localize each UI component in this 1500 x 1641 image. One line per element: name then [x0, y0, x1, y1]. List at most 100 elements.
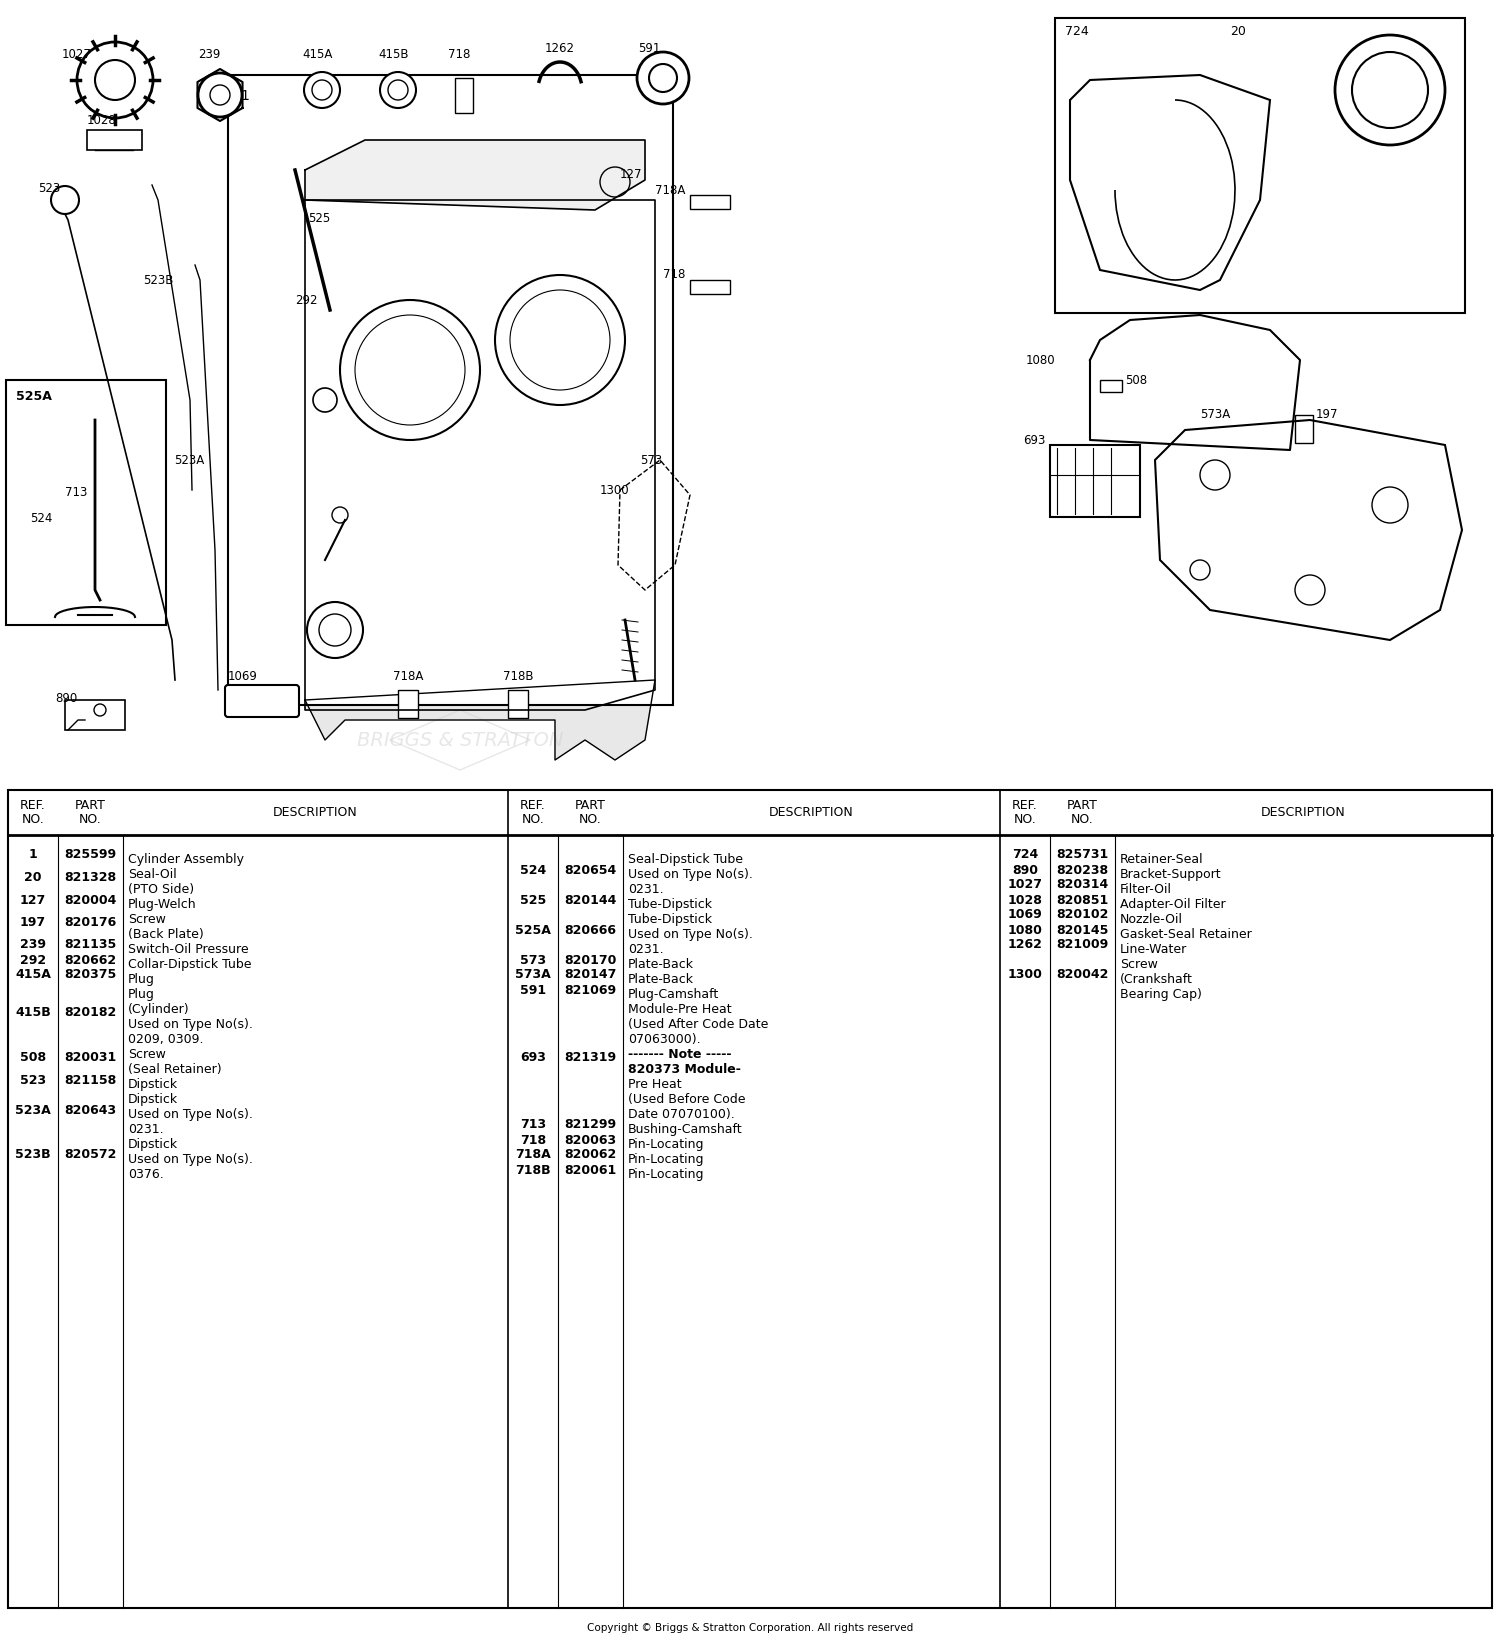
Text: 1028: 1028 — [87, 113, 117, 126]
Bar — [1294, 415, 1312, 443]
Text: 591: 591 — [520, 983, 546, 996]
Text: 525: 525 — [520, 893, 546, 906]
Text: 820102: 820102 — [1056, 909, 1108, 922]
Text: Dipstick: Dipstick — [128, 1093, 178, 1106]
Text: 693: 693 — [1023, 433, 1046, 446]
Text: 1300: 1300 — [600, 484, 630, 497]
Text: 820176: 820176 — [64, 916, 117, 929]
Text: 718A: 718A — [514, 1149, 550, 1162]
Text: 0376.: 0376. — [128, 1168, 164, 1182]
Text: 718A: 718A — [393, 670, 423, 683]
Text: 821299: 821299 — [564, 1119, 616, 1132]
Text: 820144: 820144 — [564, 893, 616, 906]
Text: 820375: 820375 — [64, 968, 117, 981]
Text: 718: 718 — [663, 269, 686, 282]
Text: REF.: REF. — [1013, 799, 1038, 812]
Text: Retainer-Seal: Retainer-Seal — [1120, 853, 1203, 866]
Text: 415B: 415B — [15, 1006, 51, 1019]
Text: 197: 197 — [20, 916, 46, 929]
Text: NO.: NO. — [1014, 812, 1036, 825]
Text: 820031: 820031 — [64, 1050, 117, 1063]
Text: Cylinder Assembly: Cylinder Assembly — [128, 853, 244, 866]
Text: 820654: 820654 — [564, 863, 616, 876]
Polygon shape — [1090, 315, 1300, 450]
Text: 524: 524 — [30, 512, 52, 525]
Text: 820042: 820042 — [1056, 968, 1108, 981]
Text: 820062: 820062 — [564, 1149, 616, 1162]
Text: Copyright © Briggs & Stratton Corporation. All rights reserved: Copyright © Briggs & Stratton Corporatio… — [586, 1623, 914, 1633]
Polygon shape — [304, 679, 656, 760]
Bar — [64, 701, 125, 730]
Text: 523A: 523A — [174, 453, 204, 466]
Text: REF.: REF. — [520, 799, 546, 812]
Text: 820572: 820572 — [64, 1149, 117, 1162]
Text: PART: PART — [574, 799, 606, 812]
Text: NO.: NO. — [522, 812, 544, 825]
Text: 820851: 820851 — [1056, 893, 1108, 906]
Text: 821069: 821069 — [564, 983, 616, 996]
Text: Bushing-Camshaft: Bushing-Camshaft — [628, 1122, 742, 1136]
Text: Bearing Cap): Bearing Cap) — [1120, 988, 1202, 1001]
Text: Plug-Camshaft: Plug-Camshaft — [628, 988, 720, 1001]
Text: 523B: 523B — [142, 274, 174, 287]
Text: (PTO Side): (PTO Side) — [128, 883, 194, 896]
Text: 197: 197 — [1316, 409, 1338, 422]
Text: DESCRIPTION: DESCRIPTION — [770, 806, 853, 819]
Text: 523B: 523B — [15, 1149, 51, 1162]
Text: 0231.: 0231. — [128, 1122, 164, 1136]
Text: Pin-Locating: Pin-Locating — [628, 1137, 705, 1150]
Text: Plug: Plug — [128, 973, 154, 986]
Text: 825599: 825599 — [64, 848, 117, 862]
Text: BRIGGS & STRATTON: BRIGGS & STRATTON — [357, 730, 564, 750]
Text: Bracket-Support: Bracket-Support — [1120, 868, 1221, 881]
Text: Used on Type No(s).: Used on Type No(s). — [128, 1152, 254, 1165]
Text: (Cylinder): (Cylinder) — [128, 1003, 189, 1016]
Text: 0209, 0309.: 0209, 0309. — [128, 1032, 204, 1045]
Text: 239: 239 — [20, 939, 46, 952]
Text: 415A: 415A — [15, 968, 51, 981]
Text: 525A: 525A — [514, 924, 550, 937]
Text: Plug: Plug — [128, 988, 154, 1001]
Circle shape — [304, 72, 340, 108]
Text: 525: 525 — [308, 212, 330, 225]
Text: 820182: 820182 — [64, 1006, 117, 1019]
Text: Plate-Back: Plate-Back — [628, 973, 694, 986]
Bar — [87, 130, 142, 149]
Bar — [509, 689, 528, 719]
Text: (Seal Retainer): (Seal Retainer) — [128, 1063, 222, 1076]
Text: Seal-Oil: Seal-Oil — [128, 868, 177, 881]
Text: (Crankshaft: (Crankshaft — [1120, 973, 1192, 986]
Text: 820666: 820666 — [564, 924, 616, 937]
Text: 820238: 820238 — [1056, 863, 1108, 876]
Text: 825731: 825731 — [1056, 848, 1108, 862]
Text: Dipstick: Dipstick — [128, 1137, 178, 1150]
Text: Used on Type No(s).: Used on Type No(s). — [628, 927, 753, 940]
Text: NO.: NO. — [1071, 812, 1094, 825]
Text: 718B: 718B — [503, 670, 534, 683]
Text: 1028: 1028 — [1008, 893, 1042, 906]
Text: Collar-Dipstick Tube: Collar-Dipstick Tube — [128, 958, 252, 971]
Text: 1027: 1027 — [1008, 878, 1042, 891]
Text: 820373 Module-: 820373 Module- — [628, 1063, 741, 1076]
Text: Pin-Locating: Pin-Locating — [628, 1168, 705, 1182]
Text: DESCRIPTION: DESCRIPTION — [273, 806, 358, 819]
Text: 713: 713 — [64, 486, 87, 499]
Text: Nozzle-Oil: Nozzle-Oil — [1120, 912, 1184, 926]
Text: Switch-Oil Pressure: Switch-Oil Pressure — [128, 942, 249, 955]
Text: NO.: NO. — [80, 812, 102, 825]
Text: 523A: 523A — [15, 1103, 51, 1116]
Text: 693: 693 — [520, 1050, 546, 1063]
Bar — [8, 789, 1492, 1608]
Text: 724: 724 — [1065, 25, 1089, 38]
Text: 523: 523 — [38, 182, 60, 195]
Text: 525A: 525A — [16, 391, 53, 404]
Text: 821328: 821328 — [64, 871, 117, 884]
Text: 1300: 1300 — [1008, 968, 1042, 981]
Text: 718: 718 — [448, 49, 471, 61]
Text: (Used After Code Date: (Used After Code Date — [628, 1017, 768, 1031]
Bar — [1100, 381, 1122, 392]
Text: 820063: 820063 — [564, 1134, 616, 1147]
Text: DESCRIPTION: DESCRIPTION — [1262, 806, 1346, 819]
Text: 820314: 820314 — [1056, 878, 1108, 891]
Text: 239: 239 — [198, 49, 220, 61]
